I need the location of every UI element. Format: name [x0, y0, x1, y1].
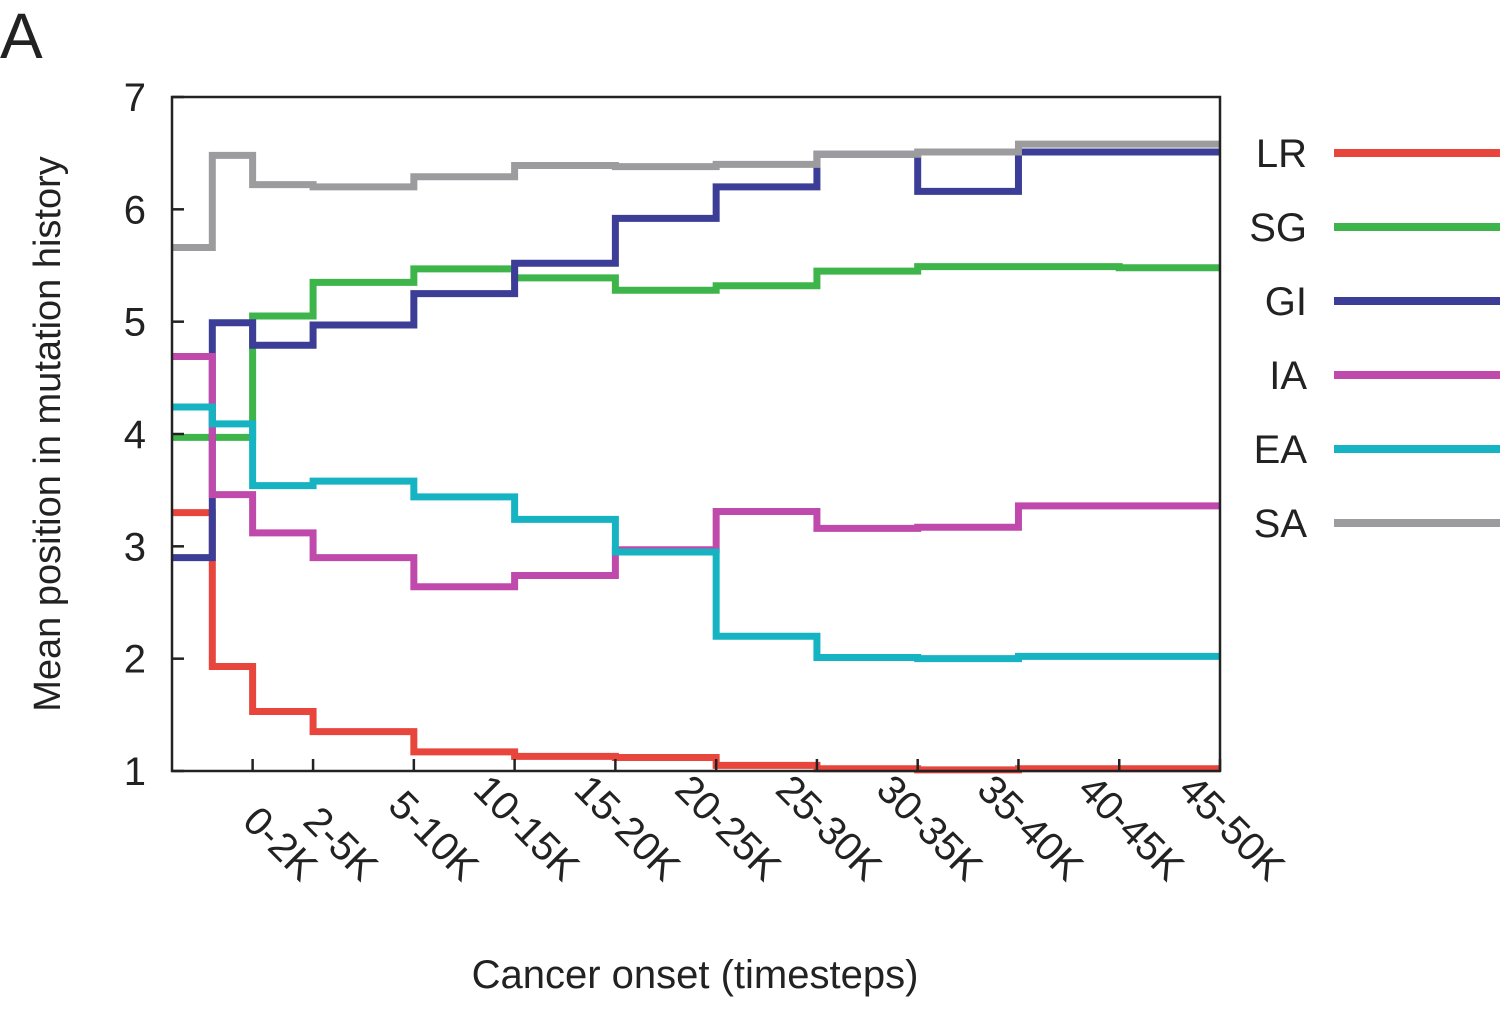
y-tick-label: 7 — [124, 76, 146, 120]
x-tick-label: 45-50K — [1170, 767, 1293, 890]
series-line-gi — [172, 148, 1220, 562]
series-layer — [172, 140, 1220, 774]
legend-label-sg: SG — [1249, 206, 1307, 250]
series-line-ea — [172, 403, 1220, 663]
legend-label-gi: GI — [1265, 280, 1307, 324]
plot-frame — [170, 95, 1222, 773]
x-tick-label: 20-25K — [667, 767, 790, 890]
y-tick-label: 2 — [124, 638, 146, 682]
y-axis: 1 2 3 4 5 6 7 — [124, 76, 184, 794]
x-tick-label: 25-30K — [767, 767, 890, 890]
y-tick-label: 4 — [124, 413, 146, 457]
series-line-sg — [172, 263, 1220, 441]
x-tick-label: 15-20K — [566, 767, 689, 890]
x-axis-label: Cancer onset (timesteps) — [472, 953, 919, 997]
x-tick-label: 40-45K — [1070, 767, 1193, 890]
y-tick-label: 1 — [124, 750, 146, 794]
panel-label: A — [0, 0, 43, 72]
y-tick-label: 5 — [124, 301, 146, 345]
x-tick-label: 30-35K — [868, 767, 991, 890]
y-tick-label: 6 — [124, 188, 146, 232]
legend-label-ea: EA — [1254, 428, 1308, 472]
legend: LR SG GI IA EA SA — [1249, 132, 1500, 546]
y-axis-label: Mean position in mutation history — [27, 156, 69, 712]
legend-label-ia: IA — [1269, 354, 1307, 398]
series-line-sa — [172, 140, 1220, 252]
x-tick-label: 35-40K — [969, 767, 1092, 890]
series-line-ia — [172, 352, 1220, 591]
legend-label-lr: LR — [1256, 132, 1307, 176]
x-axis: 0-2K2-5K5-10K10-15K15-20K20-25K25-30K30-… — [235, 759, 1293, 890]
y-tick-label: 3 — [124, 525, 146, 569]
x-tick-label: 10-15K — [465, 767, 588, 890]
legend-label-sa: SA — [1254, 502, 1308, 546]
